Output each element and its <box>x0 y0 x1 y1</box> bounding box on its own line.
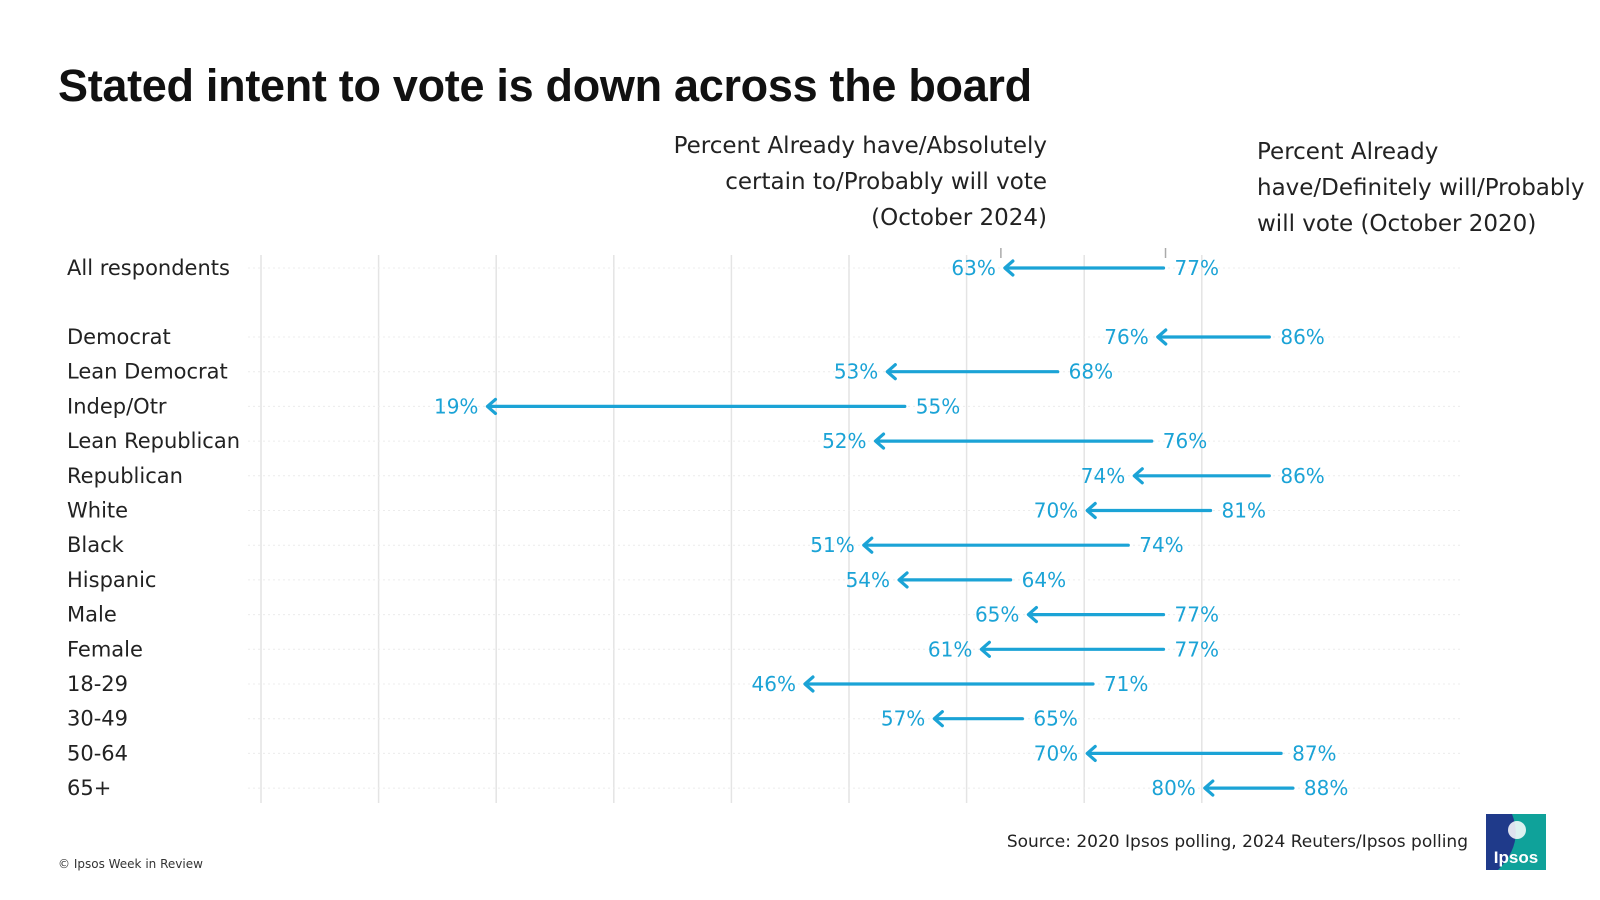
arrow-head <box>1203 779 1215 797</box>
category-label: Republican <box>67 464 183 488</box>
copyright-note: © Ipsos Week in Review <box>58 857 203 871</box>
end-value-label: 70% <box>1034 499 1078 523</box>
category-label: Democrat <box>67 325 171 349</box>
start-value-label: 74% <box>1139 533 1183 557</box>
category-label: 50-64 <box>67 741 128 765</box>
annotation-line: have/Definitely will/Probably <box>1257 175 1585 201</box>
end-value-label: 61% <box>928 637 972 661</box>
start-value-label: 88% <box>1304 776 1348 800</box>
category-label: 30-49 <box>67 707 128 731</box>
annotation-line: certain to/Probably will vote <box>725 169 1047 195</box>
end-value-label: 19% <box>434 394 478 418</box>
annotation-october-2020: Percent Already have/Definitely will/Pro… <box>1257 134 1597 242</box>
end-value-label: 80% <box>1151 776 1195 800</box>
category-label: Black <box>67 533 125 557</box>
category-label: Lean Republican <box>67 429 240 453</box>
start-value-label: 86% <box>1280 464 1324 488</box>
end-value-label: 74% <box>1081 464 1125 488</box>
annotation-line: Percent Already <box>1257 139 1439 165</box>
chart-title: Stated intent to vote is down across the… <box>58 60 1032 111</box>
arrow-head <box>1085 501 1097 520</box>
category-label: Lean Democrat <box>67 360 228 384</box>
end-value-label: 53% <box>834 360 878 384</box>
start-value-label: 64% <box>1022 568 1066 592</box>
start-value-label: 87% <box>1292 741 1336 765</box>
end-value-label: 63% <box>951 256 995 280</box>
end-value-label: 46% <box>752 672 796 696</box>
annotation-line: Percent Already have/Absolutely <box>673 133 1047 159</box>
start-value-label: 68% <box>1069 360 1113 384</box>
end-value-label: 57% <box>881 707 925 731</box>
arrow-head <box>803 675 815 693</box>
category-label: 18-29 <box>67 672 128 696</box>
annotation-line: will vote (October 2020) <box>1257 211 1537 237</box>
start-value-label: 76% <box>1163 429 1207 453</box>
logo-text: Ipsos <box>1494 848 1538 867</box>
start-value-label: 77% <box>1175 603 1219 627</box>
start-value-label: 86% <box>1280 325 1324 349</box>
end-value-label: 76% <box>1104 325 1148 349</box>
category-label: Indep/Otr <box>67 394 167 418</box>
category-label: 65+ <box>67 776 111 800</box>
category-label: Hispanic <box>67 568 156 592</box>
arrow-head <box>932 710 944 728</box>
category-label: All respondents <box>67 256 230 280</box>
arrow-head <box>1085 744 1097 763</box>
start-value-label: 77% <box>1175 256 1219 280</box>
category-label: White <box>67 499 128 523</box>
arrow-head <box>979 640 991 658</box>
annotation-october-2024: Percent Already have/Absolutely certain … <box>627 128 1047 236</box>
ipsos-logo: Ipsos <box>1486 814 1546 870</box>
arrow-head <box>1156 328 1168 346</box>
start-value-label: 77% <box>1175 637 1219 661</box>
category-label: Male <box>67 603 117 627</box>
source-note: Source: 2020 Ipsos polling, 2024 Reuters… <box>1006 832 1468 852</box>
end-value-label: 70% <box>1034 741 1078 765</box>
arrow-head <box>897 571 909 589</box>
arrow-head <box>1132 467 1144 485</box>
arrow-head <box>1026 605 1039 624</box>
arrow-head <box>485 397 498 415</box>
arrow-head <box>1003 259 1015 277</box>
category-label: Female <box>67 637 143 661</box>
arrow-head <box>873 432 886 450</box>
end-value-label: 65% <box>975 603 1019 627</box>
end-value-label: 52% <box>822 429 866 453</box>
start-value-label: 81% <box>1222 499 1266 523</box>
start-value-label: 71% <box>1104 672 1148 696</box>
end-value-label: 54% <box>846 568 890 592</box>
start-value-label: 55% <box>916 394 960 418</box>
arrow-head <box>885 363 897 381</box>
annotation-line: (October 2024) <box>871 205 1047 231</box>
start-value-label: 65% <box>1033 707 1077 731</box>
arrow-head <box>862 536 874 554</box>
end-value-label: 51% <box>810 533 854 557</box>
